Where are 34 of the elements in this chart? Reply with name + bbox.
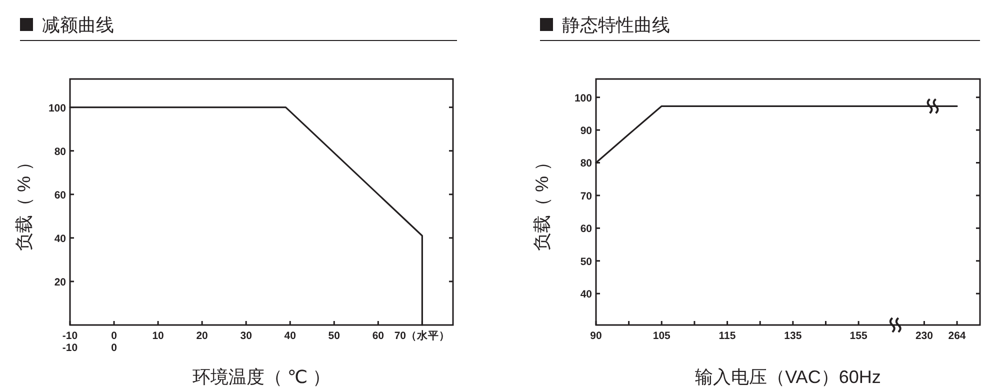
y-axis-title: 负载（ % ） [14, 152, 34, 252]
x-tick-label: 50 [328, 330, 340, 342]
y-tick-label: 40 [580, 288, 592, 301]
y-tick-label: 20 [54, 276, 66, 288]
y-tick-label: 60 [580, 223, 592, 236]
x-tick-label: 155 [850, 330, 868, 342]
x-tick-label: 105 [652, 330, 671, 342]
x-axis-title: 输入电压（VAC）60Hz [695, 367, 881, 387]
y-tick-label: 100 [48, 102, 66, 114]
x-tick-label: 70（水平） [394, 329, 450, 342]
y-tick-label: 40 [54, 232, 66, 245]
x-tick-label: 230 [915, 330, 934, 342]
y-tick-label: 100 [574, 92, 592, 104]
x-tick-label: 115 [718, 330, 736, 342]
y-tick-label: 60 [54, 189, 66, 202]
y-tick-label: 70 [580, 190, 592, 202]
chart-title: 减额曲线 [42, 15, 114, 35]
x-tick-label: 90 [590, 330, 602, 342]
chart-title: 静态特性曲线 [562, 15, 670, 35]
x-tick-label: 10 [152, 330, 164, 342]
y-axis-title: 负载（ % ） [532, 152, 552, 252]
x-tick-label: -10 -10 [62, 330, 78, 354]
x-tick-label: 40 [284, 330, 296, 342]
y-tick-label: 80 [54, 146, 66, 158]
x-tick-label: 20 [196, 330, 208, 342]
y-tick-label: 90 [580, 125, 592, 138]
x-tick-label: 135 [784, 330, 802, 342]
x-axis-title: 环境温度（ ℃ ） [192, 367, 331, 387]
x-tick-label: 30 [240, 330, 252, 342]
y-tick-label: 50 [580, 256, 592, 268]
x-tick-label: 0 0 [111, 330, 118, 354]
x-tick-label: 264 [948, 330, 966, 342]
x-tick-label: 60 [372, 330, 384, 342]
y-tick-label: 80 [580, 158, 592, 170]
